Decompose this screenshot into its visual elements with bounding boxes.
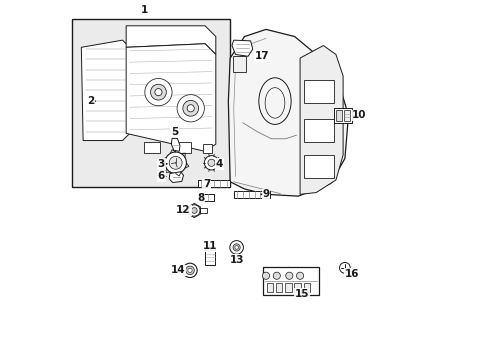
Circle shape xyxy=(183,100,198,116)
Circle shape xyxy=(339,262,349,273)
Circle shape xyxy=(229,240,243,254)
Circle shape xyxy=(273,272,280,279)
Circle shape xyxy=(144,78,172,106)
Polygon shape xyxy=(81,40,129,140)
Circle shape xyxy=(177,95,204,122)
Bar xyxy=(144,142,160,153)
Circle shape xyxy=(150,84,166,100)
Bar xyxy=(72,19,230,187)
Text: 1: 1 xyxy=(140,5,147,15)
Text: 14: 14 xyxy=(170,265,185,275)
Text: 6: 6 xyxy=(157,171,164,181)
Text: 11: 11 xyxy=(203,241,217,251)
Polygon shape xyxy=(126,26,215,54)
Bar xyxy=(266,283,273,292)
Bar xyxy=(263,267,318,296)
Circle shape xyxy=(204,156,218,170)
Bar xyxy=(285,283,291,292)
Circle shape xyxy=(169,156,182,169)
Text: 4: 4 xyxy=(215,159,223,169)
Bar xyxy=(303,155,333,178)
Circle shape xyxy=(233,244,240,251)
Bar xyxy=(233,56,245,72)
Polygon shape xyxy=(126,44,215,151)
Circle shape xyxy=(234,246,238,249)
Bar xyxy=(205,249,215,265)
Circle shape xyxy=(188,205,200,216)
Bar xyxy=(303,283,309,292)
Ellipse shape xyxy=(258,78,290,125)
Circle shape xyxy=(185,266,194,275)
Bar xyxy=(198,180,230,187)
Circle shape xyxy=(191,208,197,213)
Polygon shape xyxy=(300,45,343,194)
Bar xyxy=(303,119,333,142)
Bar xyxy=(174,142,190,153)
Polygon shape xyxy=(171,138,180,151)
Text: 5: 5 xyxy=(171,127,178,136)
Text: 15: 15 xyxy=(294,289,308,299)
Bar xyxy=(201,194,214,201)
Circle shape xyxy=(187,105,194,112)
Polygon shape xyxy=(169,172,183,183)
Text: 2: 2 xyxy=(86,96,94,106)
Circle shape xyxy=(187,268,192,273)
Bar xyxy=(294,283,300,292)
Bar xyxy=(275,283,282,292)
Text: 16: 16 xyxy=(344,269,359,279)
Circle shape xyxy=(183,263,197,278)
Ellipse shape xyxy=(205,247,215,251)
Circle shape xyxy=(207,159,215,166)
Text: 8: 8 xyxy=(197,193,204,203)
Bar xyxy=(343,110,349,121)
Bar xyxy=(335,110,342,121)
Polygon shape xyxy=(228,30,348,196)
Bar xyxy=(200,208,207,213)
Bar xyxy=(233,191,269,198)
Text: 3: 3 xyxy=(157,159,164,169)
Circle shape xyxy=(296,272,303,279)
Polygon shape xyxy=(231,40,252,56)
Bar xyxy=(333,108,351,123)
Bar xyxy=(203,144,212,153)
Text: 12: 12 xyxy=(176,206,190,216)
Circle shape xyxy=(285,272,292,279)
Circle shape xyxy=(155,89,162,96)
Circle shape xyxy=(164,152,186,174)
Text: 13: 13 xyxy=(229,255,244,265)
Text: 10: 10 xyxy=(351,111,366,121)
Bar xyxy=(303,80,333,103)
Text: 17: 17 xyxy=(254,51,268,61)
Circle shape xyxy=(262,272,269,279)
Text: 9: 9 xyxy=(262,189,269,199)
Text: 7: 7 xyxy=(203,179,210,189)
